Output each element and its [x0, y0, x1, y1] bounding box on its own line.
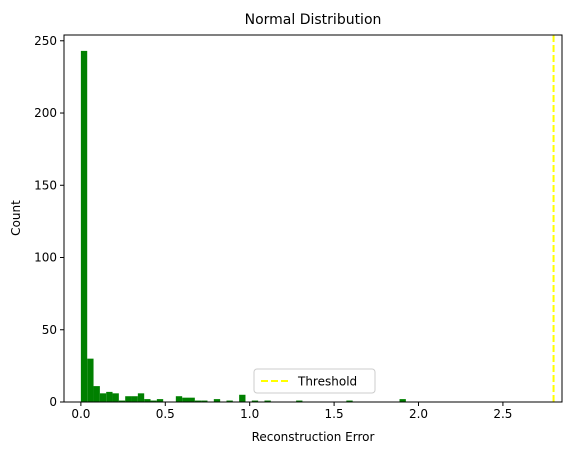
chart-title: Normal Distribution — [245, 12, 382, 28]
legend: Threshold — [253, 368, 376, 394]
histogram-bar-2 — [93, 386, 100, 402]
histogram-bar-20 — [239, 394, 246, 402]
histogram-bar-13 — [175, 396, 183, 402]
y-tick-label: 200 — [34, 106, 57, 120]
histogram-bar-4 — [106, 391, 113, 402]
x-axis-label: Reconstruction Error — [252, 430, 375, 444]
y-tick-label: 250 — [34, 34, 57, 48]
legend-box — [253, 368, 376, 394]
histogram-bar-0 — [80, 50, 88, 402]
histogram-bar-19 — [226, 400, 233, 402]
y-tick-label: 100 — [34, 251, 57, 265]
histogram-bar-22 — [264, 400, 271, 402]
histogram-bar-14 — [182, 397, 189, 402]
legend-threshold-label: Threshold — [297, 375, 357, 389]
histogram-bar-17 — [201, 400, 208, 402]
histogram-bar-21 — [251, 400, 259, 402]
x-tick-label: 0.0 — [71, 407, 90, 421]
histogram-bar-9 — [137, 393, 145, 402]
histogram-bar-5 — [112, 393, 119, 402]
y-axis-label: Count — [9, 200, 23, 236]
histogram-bar-18 — [213, 399, 221, 402]
x-tick-label: 1.5 — [325, 407, 344, 421]
histogram-bar-24 — [346, 400, 353, 402]
bars-group — [80, 50, 406, 402]
x-tick-label: 2.0 — [409, 407, 428, 421]
x-tick-label: 2.5 — [493, 407, 512, 421]
histogram-bar-11 — [150, 400, 157, 402]
histogram-bar-12 — [156, 399, 164, 402]
y-tick-label: 150 — [34, 178, 57, 192]
histogram-bar-23 — [296, 400, 303, 402]
x-tick-label: 1.0 — [240, 407, 259, 421]
y-tick-label: 0 — [49, 395, 57, 409]
x-tick-label: 0.5 — [156, 407, 175, 421]
histogram-bar-15 — [188, 397, 195, 402]
x-axis: 0.0 0.5 1.0 1.5 2.0 2.5 — [71, 402, 512, 421]
histogram-bar-1 — [87, 358, 94, 402]
histogram-bar-25 — [399, 399, 406, 402]
histogram-bar-7 — [125, 396, 132, 402]
y-tick-label: 50 — [42, 323, 57, 337]
histogram-bar-10 — [144, 399, 151, 402]
plot-frame — [63, 34, 563, 403]
histogram-bar-3 — [99, 393, 107, 402]
histogram-bar-6 — [118, 400, 126, 402]
y-axis: 0 50 100 150 200 250 — [34, 34, 64, 409]
histogram-bar-16 — [194, 400, 202, 402]
histogram-bar-8 — [131, 396, 138, 402]
